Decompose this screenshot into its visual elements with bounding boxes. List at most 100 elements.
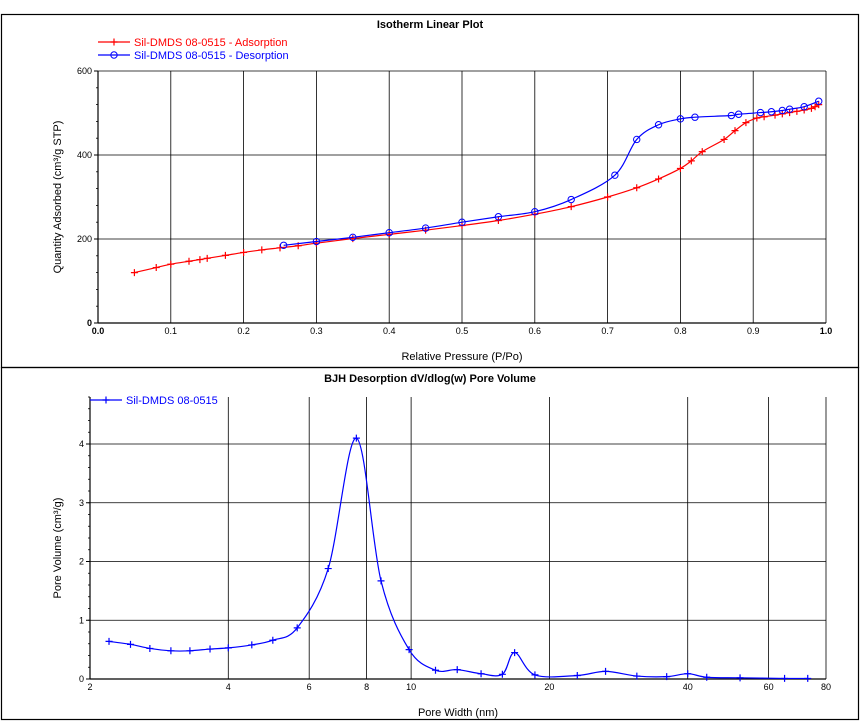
data-point bbox=[734, 110, 743, 118]
y-tick-label: 3 bbox=[79, 498, 84, 508]
data-point bbox=[736, 674, 744, 682]
series-1 bbox=[130, 101, 823, 277]
data-point bbox=[567, 195, 575, 204]
data-point bbox=[349, 233, 357, 242]
legend-label: Sil-DMDS 08-0515 - Desorption bbox=[134, 50, 289, 62]
y-tick-label: 0 bbox=[79, 674, 84, 684]
data-point bbox=[269, 636, 277, 644]
series-1 bbox=[105, 434, 812, 682]
data-point bbox=[815, 97, 823, 105]
legend: Sil-DMDS 08-0515 bbox=[90, 395, 218, 407]
y-tick-label: 1 bbox=[79, 615, 84, 625]
data-point bbox=[385, 229, 393, 237]
data-point bbox=[258, 246, 266, 254]
data-point bbox=[221, 251, 229, 259]
data-point bbox=[567, 203, 575, 211]
legend-marker bbox=[110, 38, 118, 46]
x-tick-label: 0.7 bbox=[601, 326, 614, 336]
data-point bbox=[494, 217, 502, 225]
pore-volume-plot: BJH Desorption dV/dlog(w) Pore Volume Po… bbox=[52, 373, 831, 719]
x-tick-label: 2 bbox=[87, 682, 92, 692]
x-tick-label: 0.2 bbox=[237, 326, 250, 336]
data-point bbox=[458, 218, 466, 226]
data-point bbox=[602, 667, 610, 675]
data-point bbox=[312, 237, 321, 246]
x-tick-label: 0.3 bbox=[310, 326, 323, 336]
legend-marker bbox=[102, 396, 110, 404]
data-point bbox=[781, 674, 789, 682]
x-tick-label: 40 bbox=[683, 682, 693, 692]
data-point bbox=[633, 135, 641, 144]
top-panel-frame bbox=[0, 13, 860, 369]
data-point bbox=[431, 666, 439, 674]
x-tick-label: 10 bbox=[406, 682, 416, 692]
x-tick-label: 0.0 bbox=[92, 326, 105, 336]
data-point bbox=[703, 673, 711, 681]
x-tick-label: 4 bbox=[226, 682, 231, 692]
x-tick-label: 0.6 bbox=[529, 326, 542, 336]
data-point bbox=[203, 254, 211, 262]
chart-title: Isotherm Linear Plot bbox=[377, 19, 484, 31]
data-point bbox=[676, 164, 684, 172]
legend-label: Sil-DMDS 08-0515 - Adsorption bbox=[134, 37, 287, 49]
data-point bbox=[531, 671, 539, 679]
data-point bbox=[248, 641, 256, 649]
data-point bbox=[206, 645, 214, 653]
data-point bbox=[167, 260, 175, 268]
data-point bbox=[604, 193, 612, 201]
data-point bbox=[756, 108, 765, 117]
y-axis-label: Pore Volume (cm³/g) bbox=[52, 498, 64, 599]
data-point bbox=[126, 640, 134, 648]
isotherm-plot: Isotherm Linear Plot Relative Pressure (… bbox=[52, 19, 832, 363]
x-tick-label: 0.9 bbox=[747, 326, 760, 336]
x-tick-label: 80 bbox=[821, 682, 831, 692]
data-point bbox=[793, 107, 801, 115]
data-point bbox=[453, 666, 461, 674]
y-tick-label: 4 bbox=[79, 439, 84, 449]
data-point bbox=[152, 264, 160, 272]
y-tick-label: 2 bbox=[79, 557, 84, 567]
data-point bbox=[691, 113, 699, 121]
grid bbox=[89, 397, 827, 680]
data-point bbox=[293, 624, 301, 632]
data-point bbox=[720, 135, 728, 143]
data-point bbox=[727, 111, 736, 120]
grid bbox=[97, 70, 827, 324]
data-point bbox=[663, 673, 671, 681]
legend-marker bbox=[110, 51, 118, 59]
data-point bbox=[377, 577, 385, 585]
data-point bbox=[186, 647, 194, 655]
data-point bbox=[811, 103, 819, 111]
y-tick-label: 400 bbox=[77, 150, 92, 160]
series-line bbox=[283, 100, 819, 246]
x-tick-label: 6 bbox=[307, 682, 312, 692]
y-tick-label: 600 bbox=[77, 66, 92, 76]
data-point bbox=[352, 434, 360, 442]
data-point bbox=[633, 672, 641, 680]
y-tick-label: 200 bbox=[77, 234, 92, 244]
data-point bbox=[800, 103, 808, 111]
data-point bbox=[731, 127, 739, 135]
data-point bbox=[511, 649, 519, 657]
x-tick-label: 0.8 bbox=[674, 326, 687, 336]
x-axis-label: Relative Pressure (P/Po) bbox=[401, 351, 522, 363]
data-point bbox=[477, 670, 485, 678]
data-point bbox=[130, 269, 138, 277]
x-tick-label: 60 bbox=[764, 682, 774, 692]
data-point bbox=[760, 113, 768, 121]
data-point bbox=[405, 646, 413, 654]
data-point bbox=[324, 565, 332, 573]
bottom-panel-frame bbox=[0, 366, 860, 721]
data-point bbox=[687, 157, 695, 165]
x-tick-label: 0.5 bbox=[456, 326, 469, 336]
y-axis-label: Quantity Adsorbed (cm³/g STP) bbox=[52, 121, 64, 274]
chart-title: BJH Desorption dV/dlog(w) Pore Volume bbox=[324, 373, 536, 385]
data-point bbox=[654, 121, 663, 129]
data-point bbox=[785, 105, 794, 113]
x-axis-label: Pore Width (nm) bbox=[418, 707, 498, 719]
data-point bbox=[146, 644, 154, 652]
data-point bbox=[698, 148, 706, 156]
data-point bbox=[611, 171, 619, 179]
series-line bbox=[134, 104, 820, 274]
